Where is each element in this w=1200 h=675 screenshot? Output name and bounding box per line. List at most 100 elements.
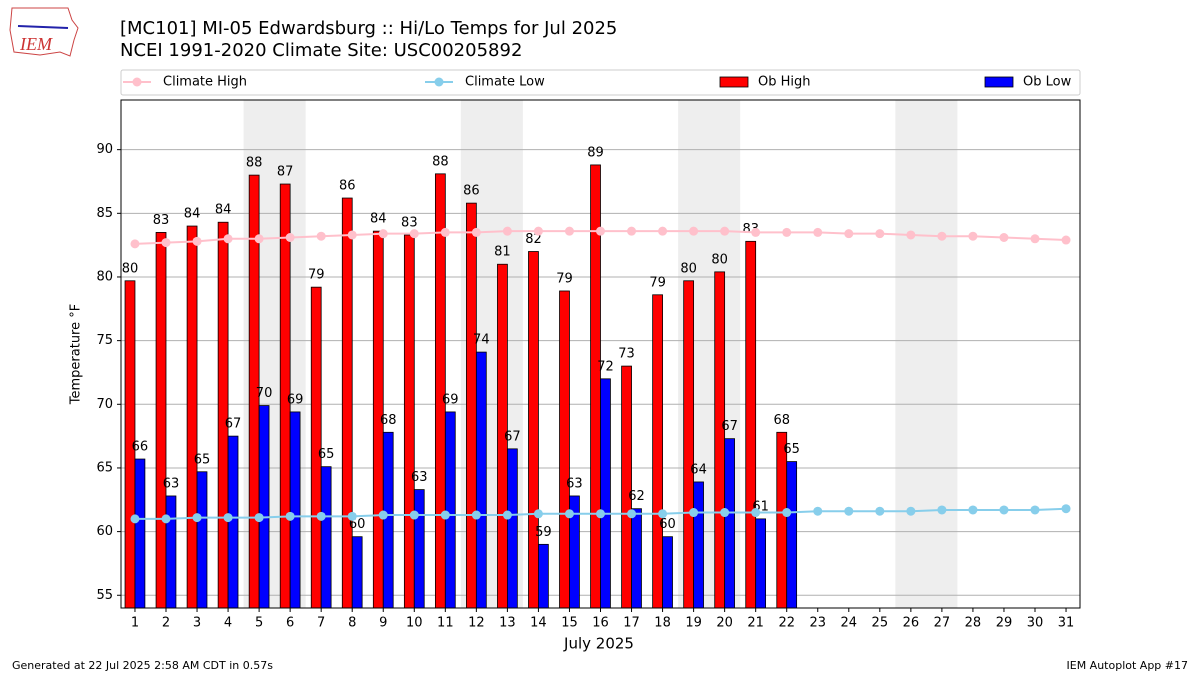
bar — [413, 489, 425, 609]
line-point — [192, 513, 202, 523]
x-tick-label: 1 — [131, 616, 139, 631]
line-point — [1030, 505, 1040, 515]
line-point — [254, 234, 264, 244]
bar — [745, 240, 757, 609]
data-label: 67 — [225, 417, 242, 432]
bar — [506, 448, 518, 609]
line-point — [844, 506, 854, 516]
line-point — [813, 227, 823, 237]
x-tick-label: 17 — [623, 616, 640, 631]
bar — [341, 197, 353, 609]
data-label: 83 — [401, 215, 418, 230]
line-point — [658, 226, 668, 236]
line-point — [223, 513, 233, 523]
data-label: 86 — [339, 179, 356, 194]
data-label: 73 — [618, 347, 635, 362]
legend-label: Climate High — [163, 75, 247, 90]
bar — [258, 405, 270, 609]
line-point — [596, 226, 605, 236]
data-label: 87 — [277, 165, 294, 180]
bar — [165, 495, 177, 609]
x-tick-label: 14 — [530, 616, 547, 631]
data-label: 69 — [287, 392, 304, 407]
bar — [434, 173, 446, 609]
legend-swatch — [984, 76, 1014, 88]
bar — [559, 290, 570, 609]
line-point — [689, 508, 699, 518]
line-point — [533, 226, 543, 236]
bar — [714, 271, 726, 609]
data-label: 68 — [380, 413, 397, 428]
data-label: 79 — [649, 275, 666, 290]
legend-swatch-point — [132, 77, 142, 87]
bar — [289, 411, 301, 609]
bar — [351, 536, 363, 609]
bar — [217, 221, 229, 609]
line-point — [409, 229, 419, 239]
x-tick-label: 11 — [437, 616, 454, 631]
line-point — [1061, 235, 1071, 245]
data-label: 63 — [566, 476, 583, 491]
x-tick-label: 7 — [317, 616, 325, 631]
data-label: 68 — [773, 413, 790, 428]
line-point — [937, 505, 947, 515]
line-point — [844, 229, 854, 239]
line-point — [782, 227, 792, 237]
data-label: 84 — [370, 212, 387, 227]
line-point — [968, 231, 978, 241]
legend-swatch-point — [434, 77, 444, 87]
x-tick-label: 15 — [561, 616, 578, 631]
data-label: 62 — [628, 489, 645, 504]
line-point — [223, 234, 233, 244]
data-label: 64 — [690, 462, 707, 477]
line-point — [627, 226, 637, 236]
x-tick-label: 13 — [499, 616, 516, 631]
x-axis-label: July 2025 — [563, 635, 634, 653]
data-label: 88 — [246, 156, 263, 171]
legend-label: Ob High — [758, 75, 811, 90]
y-tick-label: 85 — [96, 206, 113, 221]
bar — [621, 365, 632, 609]
y-tick-label: 60 — [96, 524, 113, 539]
line-point — [533, 509, 543, 519]
y-tick-label: 55 — [96, 588, 113, 603]
data-label: 67 — [721, 419, 738, 434]
x-tick-label: 10 — [406, 616, 423, 631]
line-point — [937, 231, 947, 241]
line-point — [751, 508, 761, 518]
x-tick-label: 6 — [286, 616, 294, 631]
line-point — [999, 505, 1009, 515]
bar — [693, 481, 704, 609]
x-tick-label: 16 — [592, 616, 609, 631]
plot-frame — [120, 99, 1081, 609]
y-tick-label: 90 — [96, 142, 113, 157]
bar — [652, 294, 663, 609]
bar — [600, 378, 611, 609]
bar — [755, 518, 767, 609]
y-axis-label: Temperature °F — [69, 304, 84, 405]
x-tick-label: 30 — [1027, 616, 1044, 631]
logo-outline — [9, 7, 79, 57]
line-point — [596, 509, 605, 519]
data-label: 72 — [597, 359, 614, 374]
x-tick-label: 9 — [379, 616, 387, 631]
data-label: 81 — [494, 245, 511, 260]
data-label: 83 — [153, 213, 170, 228]
y-tick-label: 75 — [96, 333, 113, 348]
line-point — [1030, 234, 1040, 244]
x-tick-label: 24 — [841, 616, 858, 631]
line-point — [471, 510, 481, 520]
logo: IEM — [9, 7, 79, 57]
data-label: 69 — [442, 392, 459, 407]
data-label: 89 — [587, 145, 604, 160]
y-tick-label: 65 — [96, 460, 113, 475]
line-point — [999, 233, 1009, 243]
line-point — [161, 238, 171, 248]
bar — [444, 411, 456, 609]
data-label: 86 — [463, 184, 480, 199]
line-point — [875, 506, 885, 516]
line-point — [440, 227, 450, 237]
bar — [683, 280, 695, 609]
line-point — [875, 229, 885, 239]
